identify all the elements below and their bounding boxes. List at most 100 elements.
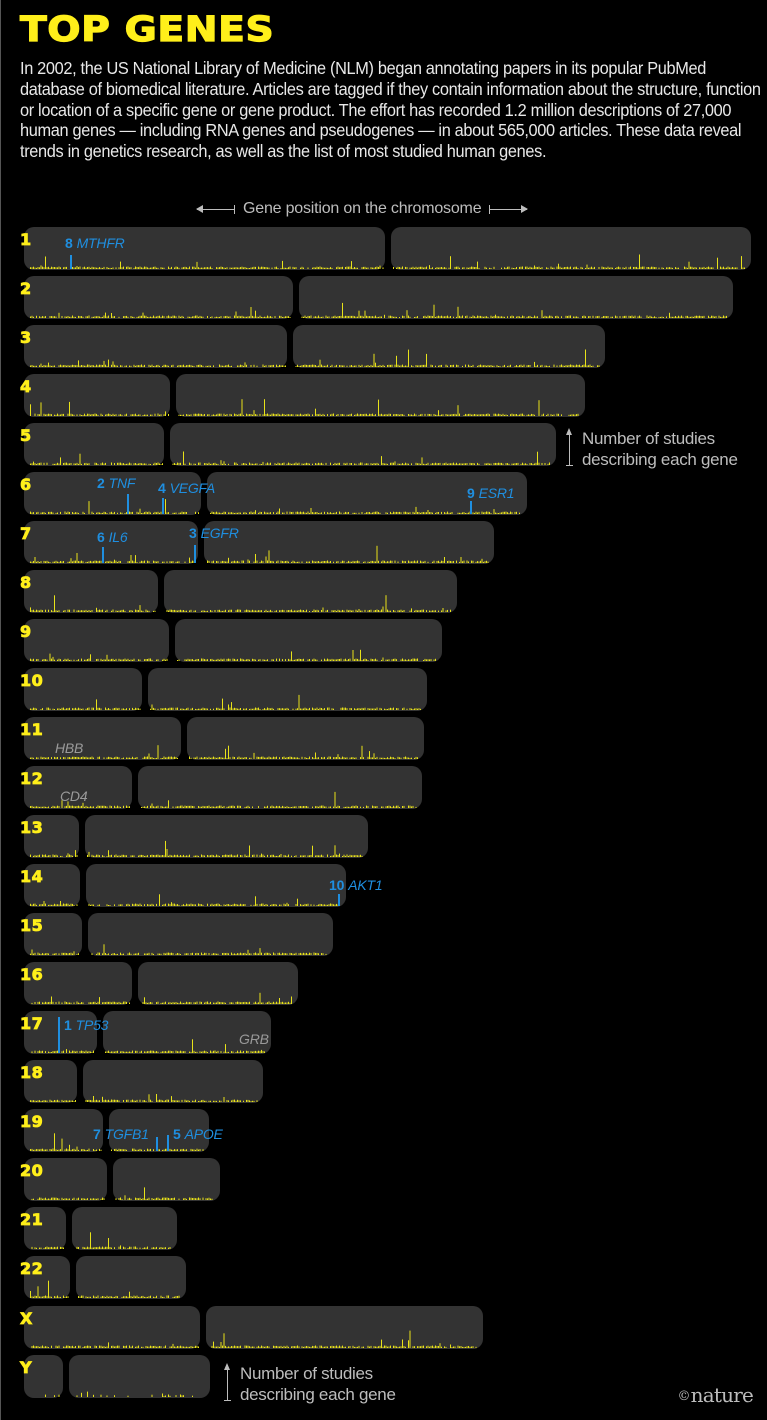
- chromosome-label: 10: [20, 671, 44, 691]
- chromosome-q-arm: [391, 227, 751, 270]
- chromosome-q-arm: [176, 374, 585, 417]
- gene-label-apoe: 5 APOE: [173, 1126, 223, 1142]
- chromosome-label: 16: [20, 965, 44, 985]
- chromosome-p-arm: [24, 521, 198, 564]
- gene-rank: 8: [65, 235, 73, 251]
- chromosome-q-arm: [86, 864, 346, 907]
- chromosome-row-9: 9: [1, 619, 767, 663]
- chromosome-row-19: 19 7 TGFB1 5 APOE: [1, 1109, 767, 1153]
- gene-label-vegfa: 4 VEGFA: [158, 480, 215, 496]
- legend-line-1: Number of studies: [240, 1364, 373, 1383]
- gene-rank: 6: [97, 529, 105, 545]
- chromosome-q-arm: [113, 1158, 220, 1201]
- chromosome-p-arm: [24, 1109, 103, 1152]
- chromosome-q-arm: [109, 1109, 209, 1152]
- chromosome-p-arm: [24, 1256, 70, 1299]
- gene-label-tnf: 2 TNF: [97, 475, 135, 491]
- chromosome-row-13: 13: [1, 815, 767, 859]
- gene-label-il6: 6 IL6: [97, 529, 128, 545]
- chromosome-label: 6: [20, 475, 32, 495]
- chromosome-row-21: 21: [1, 1207, 767, 1251]
- x-axis-label-text: Gene position on the chromosome: [243, 200, 482, 217]
- chromosome-p-arm: [24, 276, 293, 319]
- chromosome-q-arm: [148, 668, 427, 711]
- credit-text: nature: [690, 1383, 754, 1407]
- gene-label-cd4: CD4: [60, 788, 88, 804]
- chromosome-label: Y: [20, 1358, 33, 1378]
- gene-rank: 10: [329, 877, 345, 893]
- gene-label-hbb: HBB: [55, 740, 84, 756]
- gene-label-grb: GRB: [239, 1031, 269, 1047]
- chromosome-p-arm: [24, 423, 164, 466]
- chromosome-p-arm: [24, 227, 385, 270]
- chromosome-row-16: 16: [1, 962, 767, 1006]
- chromosome-p-arm: [24, 962, 132, 1005]
- chromosome-q-arm: [69, 1355, 210, 1398]
- chromosome-row-12: 12 CD4: [1, 766, 767, 810]
- chromosome-label: 2: [20, 279, 32, 299]
- chromosome-q-arm: [88, 913, 333, 956]
- gene-name: ESR1: [478, 485, 515, 501]
- gene-name: VEGFA: [169, 480, 216, 496]
- legend-line-2: describing each gene: [582, 450, 738, 469]
- chromosome-label: 1: [20, 230, 32, 250]
- gene-name: AKT1: [348, 877, 383, 893]
- chromosome-label: 18: [20, 1063, 44, 1083]
- chromosome-q-arm: [138, 962, 298, 1005]
- gene-rank: 4: [158, 480, 166, 496]
- gene-label-egfr: 3 EGFR: [189, 525, 239, 541]
- chromosome-p-arm: [24, 815, 79, 858]
- legend-line-1: Number of studies: [582, 429, 715, 448]
- chromosome-q-arm: [293, 325, 605, 368]
- chromosome-row-15: 15: [1, 913, 767, 957]
- gene-label-tp53: 1 TP53: [64, 1017, 108, 1033]
- chromosome-q-arm: [138, 766, 422, 809]
- chromosome-p-arm: [24, 1011, 97, 1054]
- chromosome-row-11: 11 HBB: [1, 717, 767, 761]
- y-axis-legend-top: Number of studies describing each gene: [566, 428, 738, 470]
- chromosome-p-arm: [24, 717, 181, 760]
- gene-rank: 9: [467, 485, 475, 501]
- chromosome-row-10: 10: [1, 668, 767, 712]
- chromosome-label: 12: [20, 769, 44, 789]
- y-axis-legend-bottom: Number of studies describing each gene: [224, 1363, 396, 1405]
- chromosome-row-2: 2: [1, 276, 767, 320]
- page-title: TOP GENES: [19, 9, 275, 50]
- chromosome-label: 11: [20, 720, 44, 740]
- chromosome-row-5: 5: [1, 423, 767, 467]
- chromosome-p-arm: [24, 1207, 66, 1250]
- chromosome-q-arm: [164, 570, 457, 613]
- nature-credit: ©nature: [677, 1383, 753, 1407]
- chromosome-p-arm: [24, 619, 169, 662]
- chromosome-row-x: X: [1, 1306, 767, 1350]
- chromosome-q-arm: [85, 815, 368, 858]
- chromosome-row-20: 20: [1, 1158, 767, 1202]
- chromosome-row-22: 22: [1, 1256, 767, 1300]
- chromosome-q-arm: [204, 521, 494, 564]
- chromosome-q-arm: [175, 619, 442, 662]
- chromosome-q-arm: [72, 1207, 177, 1250]
- chromosome-label: 3: [20, 328, 32, 348]
- gene-rank: 5: [173, 1126, 181, 1142]
- chromosome-q-arm: [187, 717, 424, 760]
- chromosome-row-y: Y: [1, 1355, 767, 1399]
- chromosome-row-18: 18: [1, 1060, 767, 1104]
- gene-rank: 1: [64, 1017, 72, 1033]
- chromosome-p-arm: [24, 472, 201, 515]
- copyright-symbol: ©: [677, 1389, 690, 1404]
- chromosome-row-14: 14 10 AKT1: [1, 864, 767, 908]
- chromosome-label: 8: [20, 573, 32, 593]
- gene-name: MTHFR: [76, 235, 125, 251]
- chromosome-row-6: 6 2 TNF 4 VEGFA 9 ESR1: [1, 472, 767, 516]
- chromosome-row-4: 4: [1, 374, 767, 418]
- chromosome-p-arm: [24, 668, 142, 711]
- gene-rank: 2: [97, 475, 105, 491]
- chromosome-label: 17: [20, 1014, 44, 1034]
- arrow-left-icon: [196, 204, 235, 214]
- arrow-right-icon: [489, 204, 529, 214]
- chromosome-row-17: 17 1 TP53 GRB: [1, 1011, 767, 1055]
- chromosome-p-arm: [24, 766, 132, 809]
- chromosome-p-arm: [24, 1158, 107, 1201]
- chromosome-label: X: [20, 1309, 33, 1329]
- chromosome-q-arm: [83, 1060, 263, 1103]
